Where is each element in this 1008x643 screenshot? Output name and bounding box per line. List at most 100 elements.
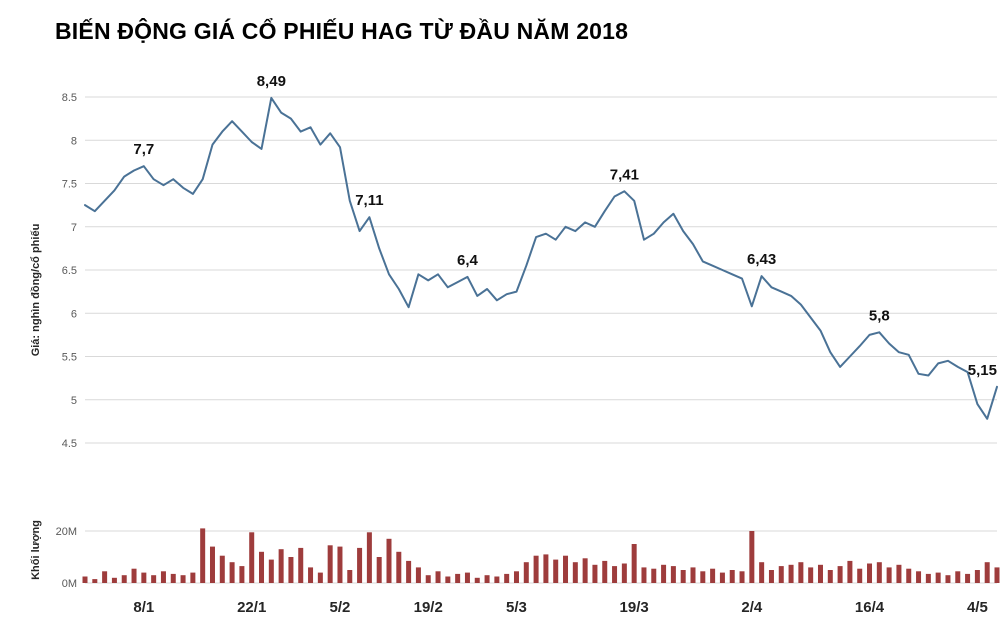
volume-bars	[82, 528, 1000, 583]
volume-bar	[386, 538, 392, 583]
volume-bar	[749, 531, 755, 583]
volume-bar	[719, 572, 725, 583]
volume-bar	[229, 562, 235, 583]
volume-bar	[572, 562, 578, 583]
volume-bar	[553, 559, 559, 583]
volume-bar	[896, 564, 902, 583]
volume-bar	[278, 549, 284, 583]
volume-bar	[916, 571, 922, 583]
volume-bar	[523, 562, 529, 583]
volume-bar	[445, 576, 451, 583]
volume-bar	[984, 562, 990, 583]
volume-bar	[151, 575, 157, 583]
x-tick-label: 19/3	[620, 599, 649, 616]
volume-bar	[808, 567, 814, 583]
volume-bar	[415, 567, 421, 583]
volume-gridlines: 20M 0M	[56, 526, 997, 590]
volume-bar	[102, 571, 108, 583]
price-y-tick-label: 5	[71, 395, 77, 407]
volume-bar	[965, 573, 971, 583]
volume-bar	[670, 566, 676, 583]
volume-bar	[798, 562, 804, 583]
volume-bar	[788, 564, 794, 583]
volume-bar	[239, 566, 245, 583]
volume-bar	[847, 560, 853, 583]
price-y-tick-label: 5.5	[62, 352, 77, 364]
volume-y-tick-label: 20M	[56, 526, 77, 538]
volume-bar	[464, 572, 470, 583]
price-axis-title: Giá: nghìn đồng/cổ phiếu	[30, 223, 42, 357]
volume-bar	[612, 566, 618, 583]
annotation: 7,41	[610, 166, 639, 183]
volume-bar	[376, 557, 382, 583]
volume-bar	[337, 546, 343, 583]
volume-bar	[455, 573, 461, 583]
volume-bar	[710, 568, 716, 583]
volume-bar	[621, 563, 627, 583]
volume-bar	[680, 570, 686, 583]
volume-bar	[121, 575, 127, 583]
volume-bar	[92, 579, 98, 583]
volume-bar	[357, 547, 363, 583]
price-y-tick-label: 7	[71, 222, 77, 234]
chart-title: BIẾN ĐỘNG GIÁ CỔ PHIẾU HAG TỪ ĐẦU NĂM 20…	[55, 18, 629, 44]
volume-y-tick-label: 0M	[62, 578, 77, 590]
volume-bar	[631, 544, 637, 583]
volume-bar	[327, 545, 333, 583]
x-tick-label: 2/4	[741, 599, 763, 616]
annotation: 6,43	[747, 251, 776, 268]
volume-bar	[543, 554, 549, 583]
annotation: 5,15	[968, 362, 997, 379]
volume-bar	[651, 568, 657, 583]
volume-bar	[366, 532, 372, 583]
x-tick-label: 8/1	[133, 599, 154, 616]
volume-bar	[974, 570, 980, 583]
annotation: 6,4	[457, 252, 479, 269]
volume-bar	[494, 576, 500, 583]
price-y-tick-label: 7.5	[62, 179, 77, 191]
volume-bar	[268, 559, 274, 583]
volume-bar	[406, 560, 412, 583]
price-y-tick-label: 6.5	[62, 265, 77, 277]
x-axis-labels: 8/1 22/1 5/2 19/2 5/3 19/3 2/4 16/4 4/5	[133, 599, 987, 616]
x-tick-label: 5/3	[506, 599, 527, 616]
volume-bar	[827, 570, 833, 583]
price-y-tick-label: 8	[71, 135, 77, 147]
volume-bar	[661, 564, 667, 583]
volume-bar	[219, 555, 225, 583]
volume-bar	[504, 573, 510, 583]
volume-bar	[582, 558, 588, 583]
volume-bar	[180, 575, 186, 583]
annotation: 7,7	[133, 141, 154, 158]
annotation: 5,8	[869, 307, 890, 324]
volume-bar	[886, 567, 892, 583]
volume-bar	[513, 571, 519, 583]
volume-bar	[729, 570, 735, 583]
volume-bar	[160, 571, 166, 583]
price-line	[84, 96, 998, 420]
volume-bar	[317, 572, 323, 583]
volume-bar	[298, 547, 304, 583]
volume-bar	[925, 573, 931, 583]
volume-bar	[778, 566, 784, 583]
volume-bar	[474, 577, 480, 583]
volume-bar	[533, 555, 539, 583]
volume-bar	[876, 562, 882, 583]
volume-bar	[249, 532, 255, 583]
volume-bar	[759, 562, 765, 583]
volume-axis-title: Khối lượng	[30, 520, 42, 580]
volume-bar	[945, 575, 951, 583]
volume-bar	[817, 564, 823, 583]
volume-bar	[857, 568, 863, 583]
volume-bar	[739, 571, 745, 583]
volume-bar	[867, 563, 873, 583]
x-tick-label: 4/5	[967, 599, 988, 616]
volume-bar	[396, 551, 402, 583]
volume-bar	[563, 555, 569, 583]
annotation: 7,11	[355, 192, 383, 209]
volume-bar	[259, 551, 265, 583]
price-y-tick-label: 6	[71, 308, 77, 320]
annotation: 8,49	[257, 73, 286, 90]
